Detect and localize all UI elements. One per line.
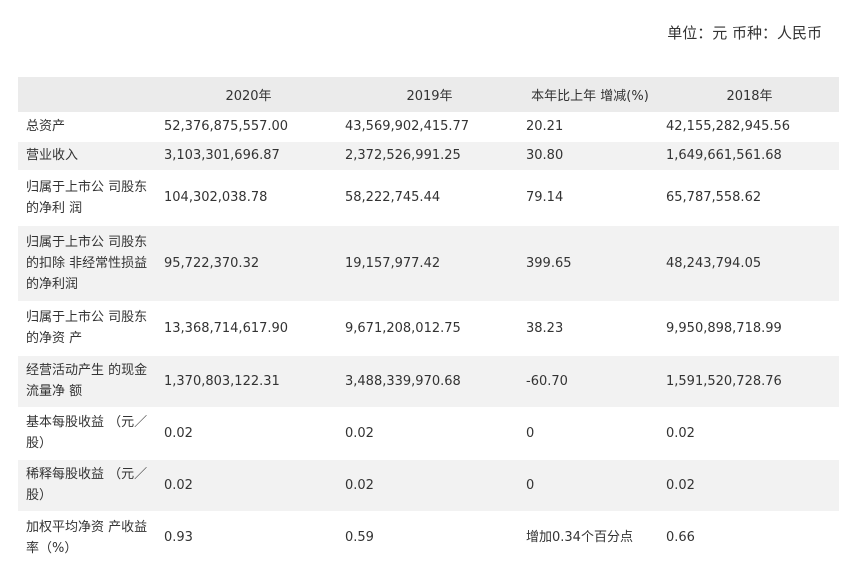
- value-2020: 104,302,038.78: [164, 190, 268, 205]
- value-change: 399.65: [520, 225, 660, 301]
- value-2019: 9,671,208,012.75: [345, 320, 461, 336]
- table-row: 归属于上市公 司股东的净利 润 104,302,038.78 58,222,74…: [18, 170, 839, 225]
- row-label: 加权平均净资 产收益率（%）: [26, 519, 148, 556]
- value-2018: 9,950,898,718.99: [666, 320, 782, 336]
- value-2020: 95,722,370.32: [158, 225, 339, 301]
- value-2019: 19,157,977.42: [339, 225, 520, 301]
- row-label: 经营活动产生 的现金流量净 额: [18, 355, 158, 407]
- value-2019: 0.02: [345, 425, 374, 441]
- value-2019: 0.59: [345, 530, 374, 545]
- value-2020: 13,368,714,617.90: [164, 320, 289, 336]
- value-change: 20.21: [526, 118, 564, 134]
- row-label: 归属于上市公 司股东的净利 润: [26, 179, 148, 216]
- header-change-pct: 本年比上年 增减(%): [520, 77, 660, 112]
- value-change: 38.23: [526, 320, 564, 336]
- value-change: 79.14: [526, 190, 564, 205]
- table-row: 营业收入 3,103,301,696.87 2,372,526,991.25 3…: [18, 141, 839, 170]
- value-2020: 52,376,875,557.00: [164, 118, 289, 134]
- value-2020: 0.02: [158, 459, 339, 511]
- value-2020: 0.93: [164, 530, 193, 545]
- value-change: 0: [520, 459, 660, 511]
- value-2018: 1,649,661,561.68: [660, 141, 839, 170]
- header-year-2018: 2018年: [660, 77, 839, 112]
- value-2018: 1,591,520,728.76: [660, 355, 839, 407]
- row-label: 稀释每股收益 （元／股）: [18, 459, 158, 511]
- value-change: 30.80: [520, 141, 660, 170]
- table-row: 归属于上市公 司股东的扣除 非经常性损益 的净利润 95,722,370.32 …: [18, 225, 839, 301]
- table-row: 经营活动产生 的现金流量净 额 1,370,803,122.31 3,488,3…: [18, 355, 839, 407]
- value-2019: 2,372,526,991.25: [339, 141, 520, 170]
- table-row: 加权平均净资 产收益率（%） 0.93 0.59 增加0.34个百分点 0.66: [18, 511, 839, 564]
- value-change: 0: [526, 425, 535, 441]
- value-2018: 42,155,282,945.56: [666, 118, 791, 134]
- value-2018: 0.02: [666, 425, 695, 441]
- value-2020: 0.02: [164, 425, 193, 441]
- row-label: 总资产: [26, 118, 66, 134]
- table-row: 稀释每股收益 （元／股） 0.02 0.02 0 0.02: [18, 459, 839, 511]
- value-2019: 43,569,902,415.77: [345, 118, 470, 134]
- value-2018: 0.02: [660, 459, 839, 511]
- value-2020: 3,103,301,696.87: [158, 141, 339, 170]
- value-2019: 3,488,339,970.68: [339, 355, 520, 407]
- value-2020: 1,370,803,122.31: [158, 355, 339, 407]
- value-2019: 0.02: [339, 459, 520, 511]
- value-2018: 48,243,794.05: [660, 225, 839, 301]
- value-2018: 0.66: [666, 530, 695, 545]
- row-label: 归属于上市公 司股东的净资 产: [26, 310, 148, 346]
- table-row: 总资产 52,376,875,557.00 43,569,902,415.77 …: [18, 112, 839, 141]
- row-label: 营业收入: [18, 141, 158, 170]
- row-label: 基本每股收益 （元／股）: [26, 415, 148, 451]
- table-header-row: 2020年 2019年 本年比上年 增减(%) 2018年: [18, 77, 839, 112]
- header-year-2020: 2020年: [158, 77, 339, 112]
- table-row: 基本每股收益 （元／股） 0.02 0.02 0 0.02: [18, 407, 839, 459]
- header-year-2019: 2019年: [339, 77, 520, 112]
- value-2018: 65,787,558.62: [666, 190, 762, 205]
- value-change: -60.70: [520, 355, 660, 407]
- value-2019: 58,222,745.44: [345, 190, 441, 205]
- table-row: 归属于上市公 司股东的净资 产 13,368,714,617.90 9,671,…: [18, 301, 839, 355]
- row-label: 归属于上市公 司股东的扣除 非经常性损益 的净利润: [18, 225, 158, 301]
- header-item: [18, 77, 158, 112]
- value-change: 增加0.34个百分点: [526, 530, 633, 545]
- unit-currency-label: 单位：元 币种：人民币: [667, 24, 822, 42]
- financial-summary-table: 2020年 2019年 本年比上年 增减(%) 2018年 总资产 52,376…: [18, 77, 839, 565]
